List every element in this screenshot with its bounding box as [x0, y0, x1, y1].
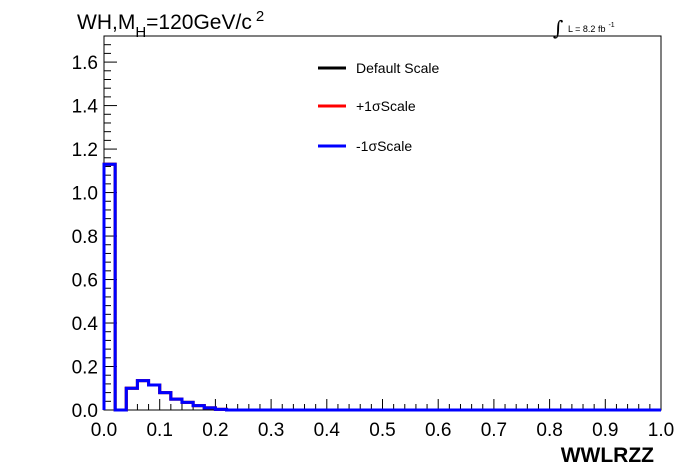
legend-label: +1σScale [356, 98, 416, 114]
legend: Default Scale +1σScale -1σScale [318, 60, 439, 154]
y-tick-label: 0.6 [72, 271, 98, 292]
x-tick-label: 0.9 [592, 420, 618, 441]
y-tick-label: 1.0 [72, 184, 98, 205]
luminosity-superscript: -1 [608, 22, 614, 29]
x-tick-label: 0.6 [425, 420, 451, 441]
title-subscript: H [135, 24, 146, 41]
x-tick-label: 0.4 [314, 420, 341, 441]
x-tick-label: 0.8 [536, 420, 562, 441]
y-tick-label: 0.0 [72, 401, 98, 422]
legend-label: -1σScale [356, 138, 412, 154]
chart-title: WH,MH=120GeV/c 2 [77, 8, 264, 41]
x-tick-label: 0.3 [258, 420, 284, 441]
x-tick-label: 0.5 [369, 420, 395, 441]
integral-sign: ∫ [553, 16, 563, 40]
x-tick-label: 0.7 [481, 420, 507, 441]
series-line-0 [102, 162, 661, 412]
title-rest: =120GeV/c [146, 11, 252, 34]
x-tick-label: 0.0 [91, 420, 117, 441]
title-main: WH,M [77, 11, 135, 34]
x-tick-label: 1.0 [648, 420, 674, 441]
y-tick-label: 1.4 [72, 97, 99, 118]
plot-frame [103, 35, 662, 411]
axes: 0.0 0.1 0.2 0.3 0.4 0.5 0.6 0.7 0.8 0.9 1.0 0.0 0.2 0… [72, 35, 674, 441]
luminosity-label: L = 8.2 fb -1 [568, 22, 615, 34]
series-layer [102, 162, 661, 412]
x-axis-label: WWLRZZ [561, 444, 654, 467]
series-line-1 [102, 162, 661, 412]
title-superscript: 2 [256, 8, 264, 25]
luminosity-text: L = 8.2 fb [568, 24, 605, 34]
x-tick-label: 0.1 [146, 420, 172, 441]
legend-label: Default Scale [356, 60, 439, 76]
y-tick-label: 1.6 [72, 53, 98, 74]
y-tick-label: 0.2 [72, 358, 98, 379]
y-tick-label: 0.4 [72, 314, 99, 335]
x-tick-label: 0.2 [202, 420, 228, 441]
y-tick-label: 0.8 [72, 227, 98, 248]
y-tick-label: 1.2 [72, 140, 98, 161]
series-line-2 [102, 162, 661, 412]
